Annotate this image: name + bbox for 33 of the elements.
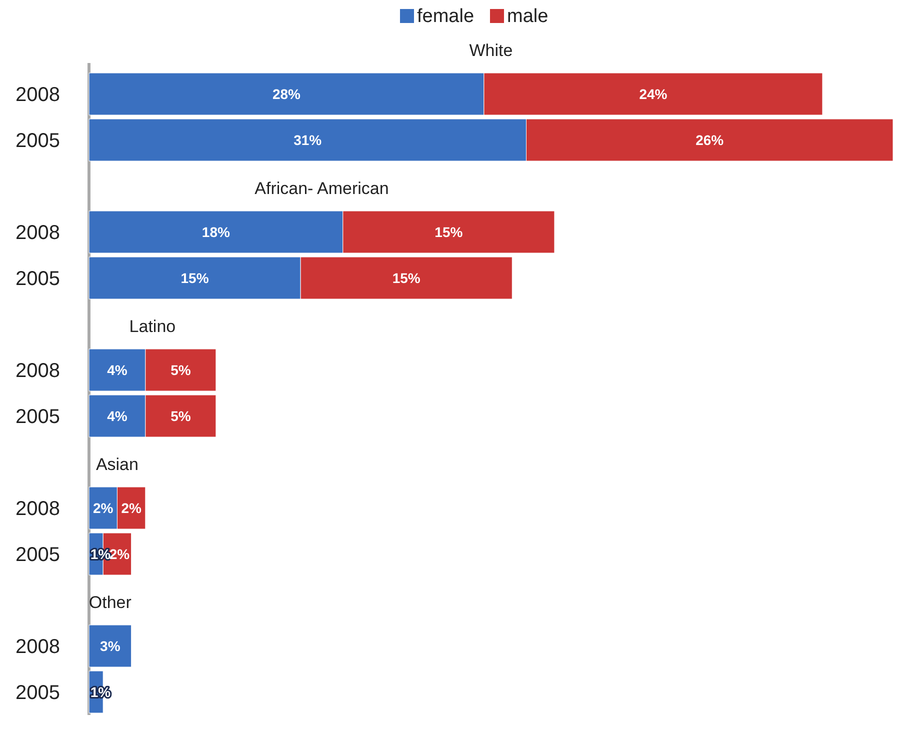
- y-tick-label: 2008: [16, 636, 60, 658]
- y-tick-label: 2008: [16, 498, 60, 520]
- data-label: 18%: [202, 224, 231, 240]
- data-label: 15%: [434, 224, 464, 240]
- annotation: Latino: [129, 317, 176, 336]
- annotation: Asian: [96, 455, 138, 474]
- data-label: 4%: [107, 408, 128, 424]
- data-label: 3%: [100, 638, 121, 654]
- y-tick-label: 2005: [16, 268, 60, 290]
- data-label: 31%: [294, 132, 322, 148]
- data-label: 2%: [92, 500, 114, 516]
- data-label: 5%: [170, 362, 192, 378]
- annotation: Other: [88, 593, 132, 612]
- y-tick-label: 2008: [16, 222, 60, 244]
- y-tick-label: 2005: [16, 406, 60, 428]
- data-label: 5%: [170, 408, 192, 424]
- text: White: [469, 41, 513, 60]
- legend-label: female: [417, 6, 474, 27]
- annotation: African- American: [254, 179, 389, 198]
- data-label: 15%: [392, 270, 421, 286]
- legend-label: male: [507, 6, 548, 27]
- y-tick-label: 2005: [16, 130, 60, 152]
- data-label: 15%: [180, 270, 210, 286]
- data-label: 28%: [272, 86, 302, 102]
- y-tick-label: 2008: [16, 360, 60, 382]
- y-tick-label: 2005: [16, 682, 60, 704]
- y-tick-label: 2005: [16, 544, 60, 566]
- data-label: 2%: [109, 546, 130, 562]
- y-tick-label: 2008: [16, 84, 60, 106]
- data-label: 2%: [121, 500, 142, 516]
- data-label: 24%: [639, 86, 668, 102]
- data-label: 4%: [107, 362, 128, 378]
- data-label: 26%: [696, 132, 724, 148]
